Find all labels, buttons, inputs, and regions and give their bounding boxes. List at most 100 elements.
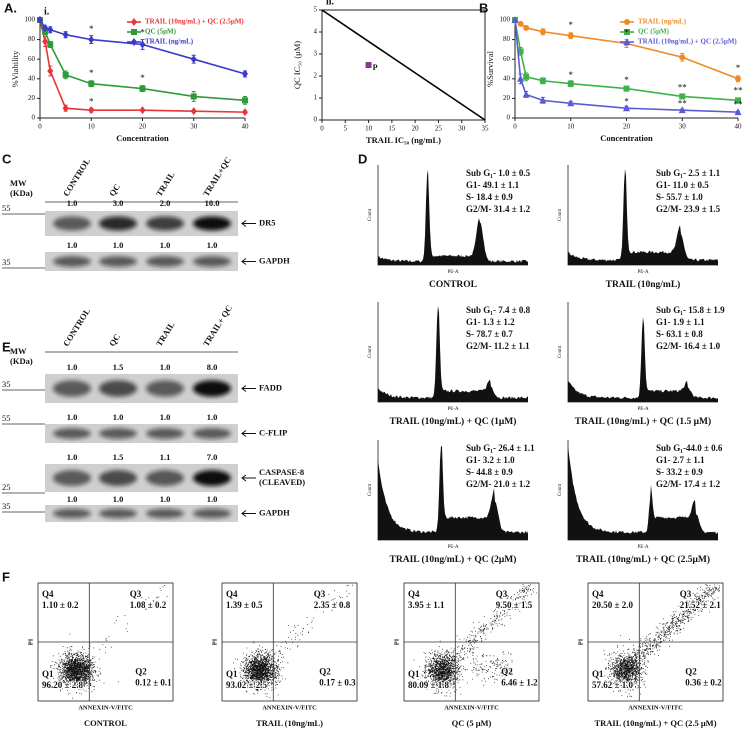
arrow — [241, 510, 256, 517]
marker — [522, 90, 530, 98]
phase-stat: G1- 11.0 ± 0.5 — [656, 180, 709, 190]
x-tick-label: 30 — [458, 125, 466, 133]
phase-stat: S- 63.1 ± 0.8 — [656, 329, 703, 339]
histogram-caption: TRAIL (10ng/mL) + QC (1μM) — [390, 416, 517, 427]
quant-label: 1.0 — [207, 412, 218, 422]
y-tick-label: 5 — [314, 6, 318, 14]
marker — [47, 25, 54, 34]
lane-label: QC — [107, 332, 122, 348]
blot-band — [53, 470, 91, 486]
marker — [624, 19, 630, 25]
x-tick-label: 0 — [513, 123, 517, 131]
quant-label: 3.0 — [113, 198, 124, 208]
quant-label: 1.0 — [113, 494, 124, 504]
plot-frame — [321, 9, 486, 121]
marker — [242, 97, 248, 104]
dot-cloud — [50, 585, 168, 699]
x-tick-label: 10 — [365, 125, 373, 133]
quant-label: 1.0 — [160, 362, 171, 372]
marker — [567, 80, 574, 87]
dot-cloud — [233, 584, 353, 699]
panel-label: A. — [4, 0, 17, 15]
chart-title: i. — [44, 6, 50, 17]
blot-band — [53, 380, 91, 397]
annotation: * — [89, 96, 94, 106]
y-tick-label: 80 — [503, 35, 511, 43]
marker — [517, 48, 524, 55]
mw-label: (KDa) — [10, 188, 33, 198]
quant-label: 1.5 — [113, 362, 124, 372]
phase-stat: S- 44.8 ± 0.9 — [466, 467, 513, 477]
annotation: ** — [734, 86, 744, 96]
mw-label: MW — [10, 178, 27, 188]
quadrant-value: 6.46 ± 1.2 — [501, 678, 538, 688]
arrow — [241, 258, 256, 265]
quadrant-name: Q4 — [592, 589, 604, 599]
y-tick-label: 20 — [28, 94, 36, 102]
phase-stat: S- 55.7 ± 1.0 — [656, 192, 703, 202]
marker — [242, 108, 248, 117]
annotation: * — [569, 20, 574, 30]
histogram-x-label: PE-A — [447, 545, 459, 550]
quant-label: 1.0 — [160, 240, 171, 250]
y-tick-label: 3 — [314, 50, 318, 58]
quadrant-name: Q3 — [496, 589, 508, 599]
arrow — [241, 220, 256, 227]
lane-label: QC — [107, 182, 122, 198]
mw-label: MW — [10, 346, 27, 356]
marker — [567, 99, 575, 107]
lane-label: CONTROL — [61, 306, 92, 348]
mw-label: (KDa) — [10, 356, 33, 366]
marker — [47, 41, 54, 48]
quant-label: 1.0 — [67, 494, 78, 504]
y-tick-label: 2 — [314, 72, 318, 80]
quadrant-value: 1.08 ± 0.2 — [130, 600, 167, 610]
flow-y-label: PI — [27, 638, 34, 645]
marker — [131, 29, 137, 35]
band-name: CASPASE-8 — [259, 467, 304, 477]
histogram-caption: TRAIL (10ng/mL) + QC (1.5 μM) — [575, 416, 711, 427]
quadrant-value: 1.10 ± 0.2 — [42, 600, 79, 610]
marker — [734, 108, 742, 116]
histogram-caption: TRAIL (10ng/mL) — [606, 279, 681, 290]
blot-strip — [45, 505, 238, 522]
quant-label: 1.0 — [207, 494, 218, 504]
x-tick-label: 0 — [320, 125, 324, 133]
y-tick-label: 80 — [28, 35, 36, 43]
marker — [623, 104, 630, 112]
blot-band — [146, 380, 184, 397]
arrow — [241, 430, 256, 437]
phase-stat: G2/M- 23.9 ± 1.5 — [656, 204, 721, 214]
quant-label: 2.0 — [160, 198, 171, 208]
y-tick-label: 100 — [25, 16, 36, 24]
quadrant-name: Q3 — [680, 589, 692, 599]
mw-marker: 35 — [2, 501, 11, 511]
quadrant-value: 93.02 ± 2.5 — [226, 680, 267, 690]
phase-stat: G1- 1.9 ± 1.1 — [656, 317, 705, 327]
x-axis-label: Concentration — [116, 133, 169, 143]
marker — [523, 24, 530, 31]
flow-x-label: ANNEXIN-V/FITC — [262, 704, 317, 711]
histogram-y-label: Count — [558, 208, 563, 221]
y-tick-label: 100 — [500, 16, 511, 24]
flow-y-label: PI — [211, 638, 218, 645]
annotation: * — [140, 28, 145, 38]
lane-label: CONTROL — [61, 156, 92, 198]
quadrant-value: 0.36 ± 0.2 — [685, 678, 722, 688]
phase-stat: S- 18.4 ± 0.9 — [466, 192, 513, 202]
marker — [190, 55, 197, 64]
marker — [139, 106, 146, 115]
quant-label: 7.0 — [207, 452, 218, 462]
y-tick-label: 0 — [314, 116, 318, 124]
marker — [517, 20, 524, 27]
x-tick-label: 30 — [679, 123, 687, 131]
quadrant-value: 2.35 ± 0.8 — [314, 600, 351, 610]
flow-caption: TRAIL (10ng/mL) — [256, 718, 323, 728]
blot-band — [146, 216, 184, 231]
quadrant-value: 3.95 ± 1.1 — [408, 600, 445, 610]
phase-stat: G2/M- 11.2 ± 1.1 — [466, 341, 530, 351]
y-tick-label: 60 — [503, 55, 511, 63]
flow-x-label: ANNEXIN-V/FITC — [628, 704, 683, 711]
flow-x-label: ANNEXIN-V/FITC — [78, 704, 133, 711]
phase-stat: Sub G₁-44.0 ± 0.6 — [656, 443, 723, 453]
